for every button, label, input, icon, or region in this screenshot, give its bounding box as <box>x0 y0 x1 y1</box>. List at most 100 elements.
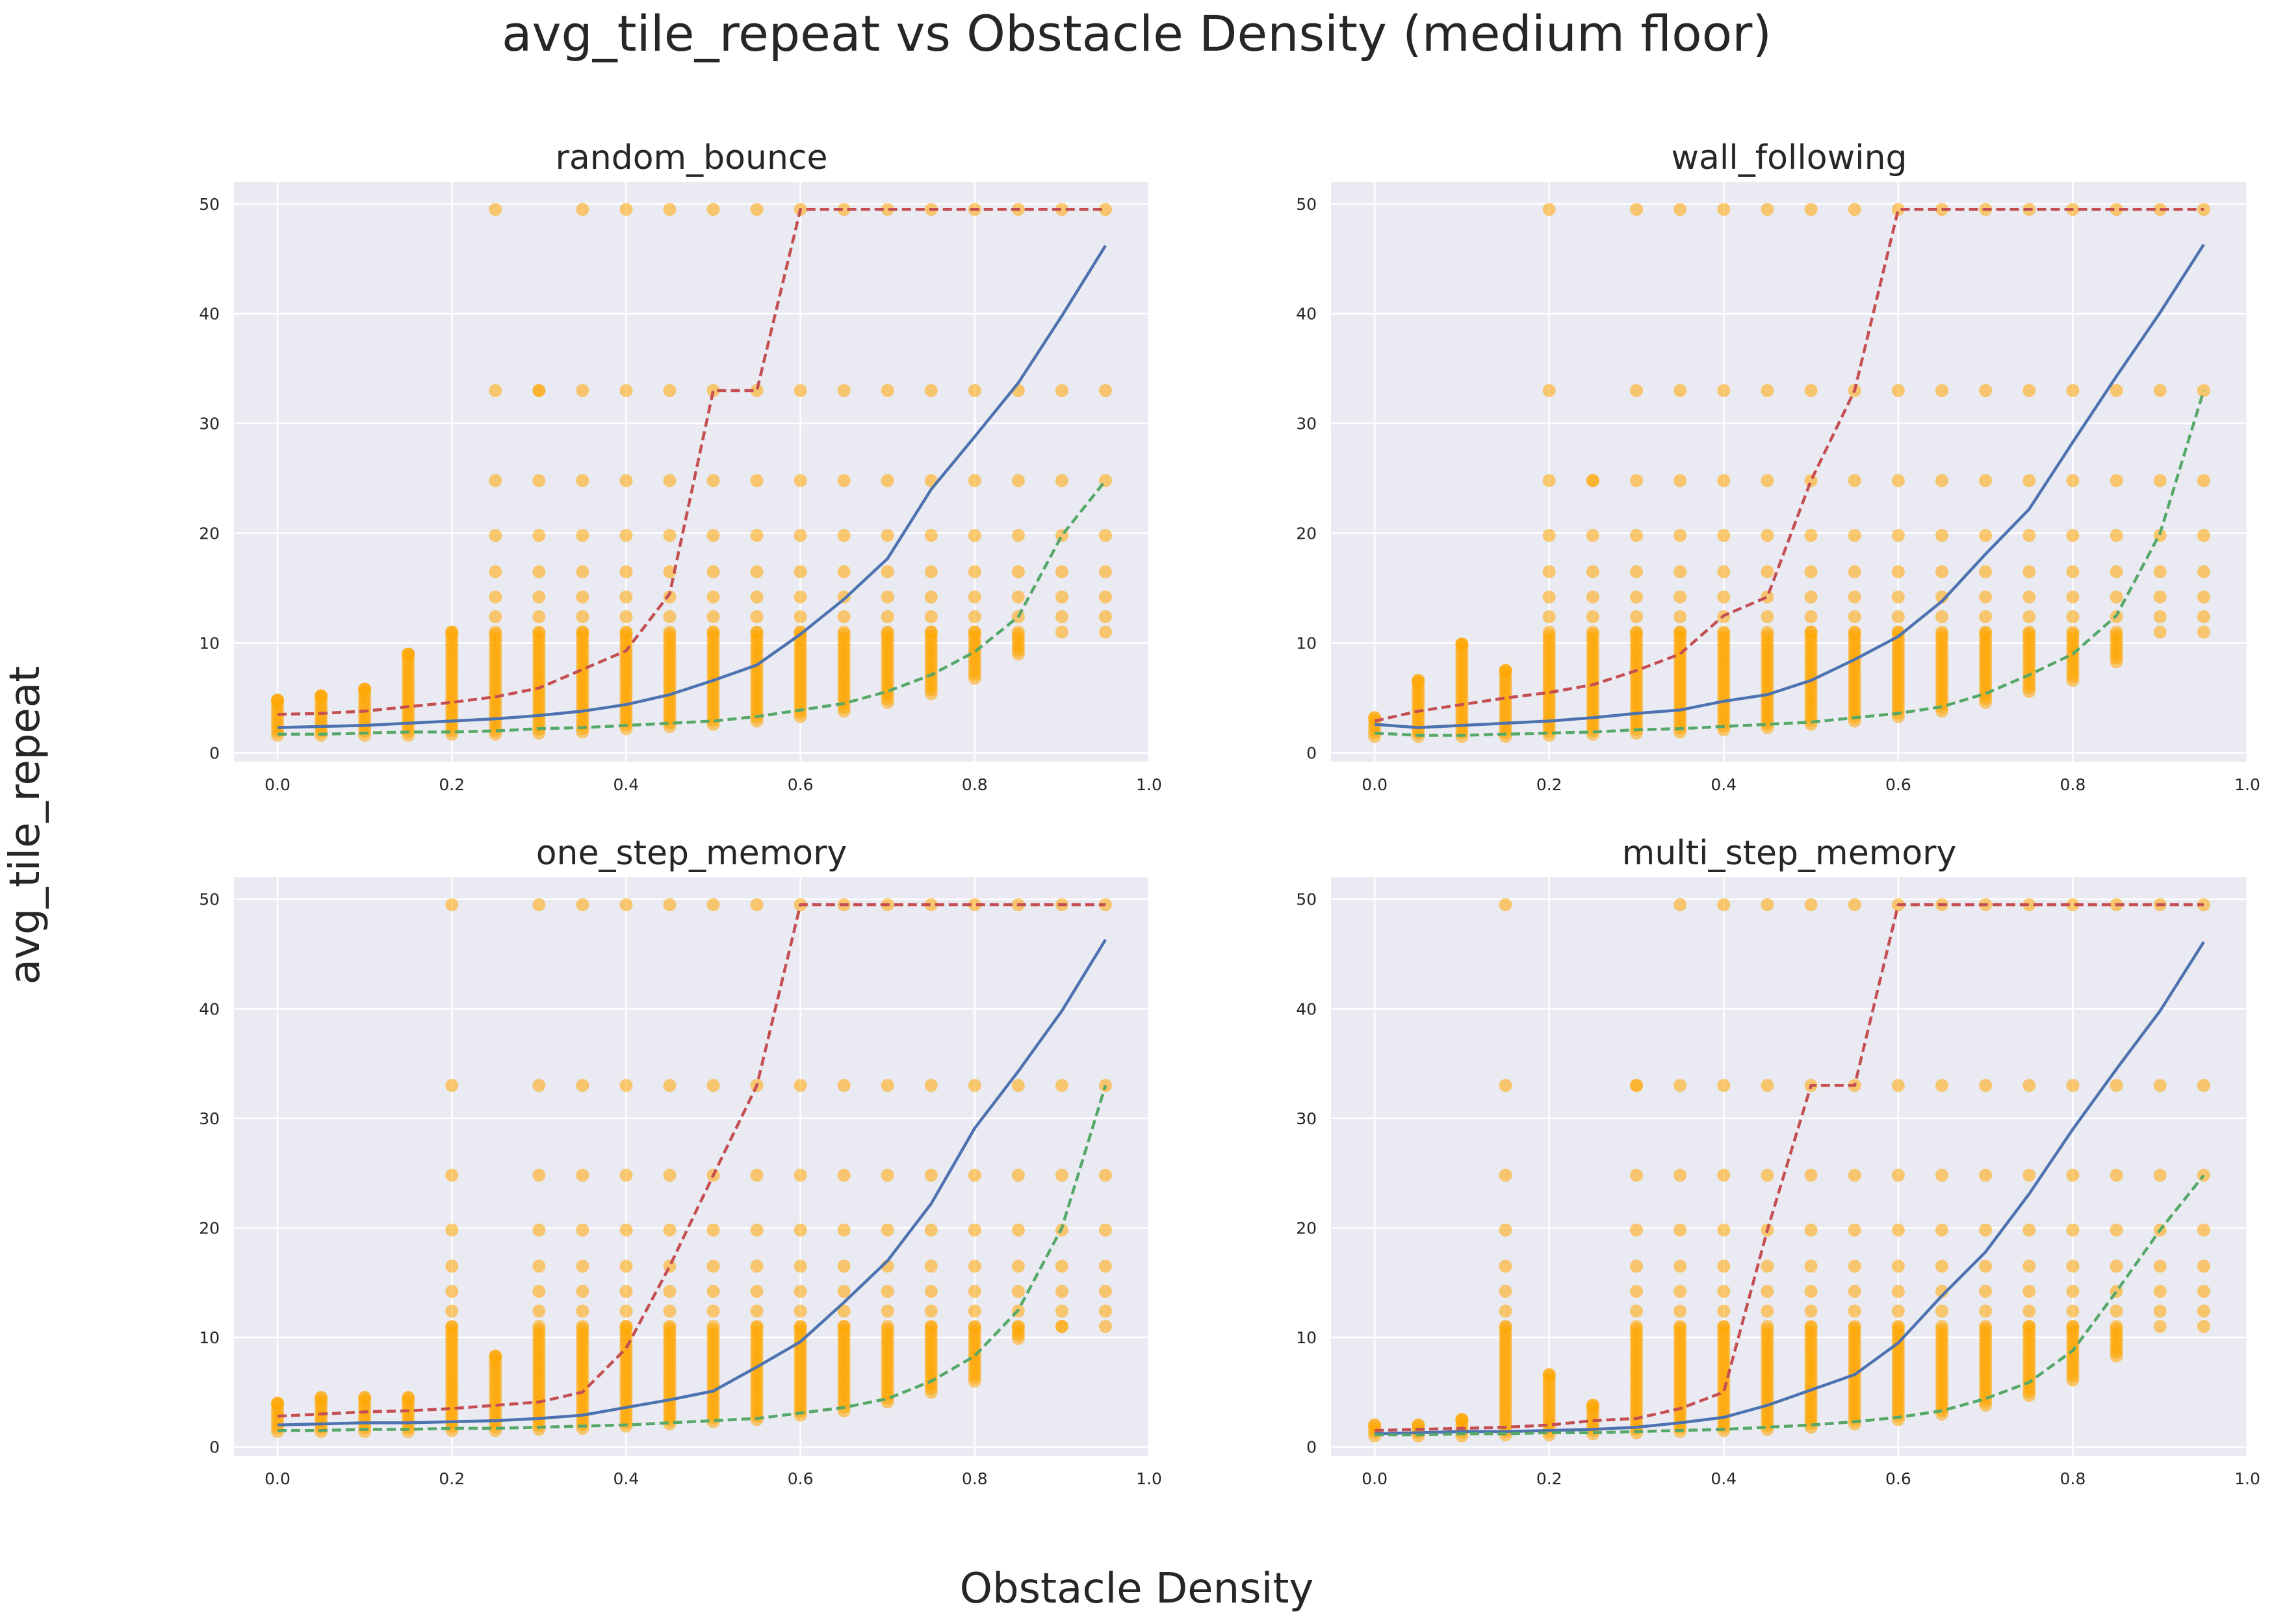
scatter-point <box>1979 528 1993 542</box>
scatter-point <box>750 565 764 578</box>
scatter-point <box>1673 565 1687 578</box>
scatter-point <box>2110 383 2123 397</box>
scatter-point <box>881 528 894 542</box>
scatter-point <box>532 610 546 623</box>
scatter-point <box>1673 1259 1687 1273</box>
scatter-point <box>2153 1259 2167 1273</box>
scatter-point <box>750 1320 764 1334</box>
x-tick-label: 0.6 <box>1885 775 1911 794</box>
scatter-point <box>2066 898 2080 912</box>
y-tick-label: 50 <box>199 890 220 909</box>
scatter-point <box>1055 590 1068 604</box>
scatter-point <box>1542 610 1556 623</box>
scatter-point <box>924 1223 938 1237</box>
scatter-point <box>2022 610 2036 623</box>
scatter-point <box>924 1285 938 1298</box>
scatter-point <box>1011 1168 1025 1182</box>
scatter-point <box>968 1223 981 1237</box>
scatter-point <box>1848 625 1861 639</box>
scatter-point <box>489 590 502 604</box>
series-line-mean <box>277 938 1107 1427</box>
scatter-point <box>619 203 633 216</box>
scatter-point <box>750 203 764 216</box>
scatter-point <box>2153 610 2167 623</box>
scatter-point <box>2066 565 2080 578</box>
scatter-point <box>1804 474 1818 487</box>
scatter-point <box>2110 1168 2123 1182</box>
scatter-point <box>576 1304 589 1318</box>
scatter-point <box>1935 590 1948 604</box>
scatter-point <box>1586 625 1599 639</box>
scatter-point <box>489 565 502 578</box>
scatter-point <box>2022 1223 2036 1237</box>
scatter-point <box>2197 1223 2210 1237</box>
scatter-point <box>2197 590 2210 604</box>
scatter-point <box>794 590 807 604</box>
scatter-point <box>968 383 981 397</box>
scatter-point <box>2066 625 2080 639</box>
scatter-point <box>1804 590 1818 604</box>
scatter-point <box>1761 1304 1774 1318</box>
scatter-point <box>1673 590 1687 604</box>
scatter-point <box>1935 1079 1948 1092</box>
scatter-point <box>968 898 981 912</box>
figure-title: avg_tile_repeat vs Obstacle Density (med… <box>502 5 1772 62</box>
scatter-point <box>1891 1079 1905 1092</box>
scatter-point <box>1055 1259 1068 1273</box>
x-tick-label: 0.0 <box>265 775 291 794</box>
scatter-point <box>2066 383 2080 397</box>
x-tick-label: 0.6 <box>788 775 814 794</box>
y-tick-label: 30 <box>1296 415 1317 433</box>
scatter-point <box>1055 565 1068 578</box>
scatter-point <box>2153 625 2167 639</box>
scatter-point <box>532 1320 546 1334</box>
scatter-point <box>576 625 589 639</box>
scatter-point <box>619 625 633 639</box>
scatter-point <box>1011 590 1025 604</box>
scatter-point <box>1935 383 1948 397</box>
scatter-point <box>2153 1285 2167 1298</box>
x-tick-label: 0.2 <box>439 1469 465 1488</box>
x-tick-label: 0.6 <box>1885 1469 1911 1488</box>
scatter-point <box>1717 625 1731 639</box>
scatter-point <box>1499 1259 1512 1273</box>
y-tick-label: 0 <box>209 743 220 762</box>
plot-area <box>1331 877 2247 1456</box>
scatter-point <box>706 383 720 397</box>
scatter-point <box>2197 565 2210 578</box>
scatter-point <box>968 625 981 639</box>
scatter-point <box>706 1223 720 1237</box>
x-tick-label: 0.2 <box>1536 1469 1562 1488</box>
scatter-point <box>532 474 546 487</box>
scatter-point <box>924 1304 938 1318</box>
scatter-point <box>1011 474 1025 487</box>
scatter-point <box>1098 1320 1112 1334</box>
y-tick-label: 40 <box>1296 305 1317 324</box>
scatter-point <box>924 610 938 623</box>
scatter-point <box>706 565 720 578</box>
scatter-point <box>1673 383 1687 397</box>
scatter-point <box>576 565 589 578</box>
scatter-point <box>1011 1320 1025 1334</box>
scatter-point <box>794 1168 807 1182</box>
scatter-point <box>2022 1259 2036 1273</box>
scatter-point <box>1098 610 1112 623</box>
scatter-point <box>750 610 764 623</box>
panel-multi-step-memory: multi_step_memory 0.0 0.2 0.4 0.6 0.8 1.0 0 10 20… <box>1296 834 2260 1488</box>
series-line-mean <box>1374 244 2205 729</box>
scatter-point <box>1891 1304 1905 1318</box>
scatter-point <box>1891 1223 1905 1237</box>
scatter-point <box>2066 1168 2080 1182</box>
scatter-point <box>2153 1168 2167 1182</box>
scatter-point <box>1717 1079 1731 1092</box>
scatter-point <box>2197 1285 2210 1298</box>
y-tick-label: 40 <box>199 999 220 1018</box>
scatter-point <box>968 1079 981 1092</box>
scatter-point <box>1542 528 1556 542</box>
y-tick-label: 40 <box>1296 999 1317 1018</box>
scatter-point <box>2153 590 2167 604</box>
scatter-point <box>2110 1304 2123 1318</box>
scatter-point <box>663 1168 677 1182</box>
scatter-points <box>271 898 1112 1438</box>
scatter-point <box>1935 1223 1948 1237</box>
